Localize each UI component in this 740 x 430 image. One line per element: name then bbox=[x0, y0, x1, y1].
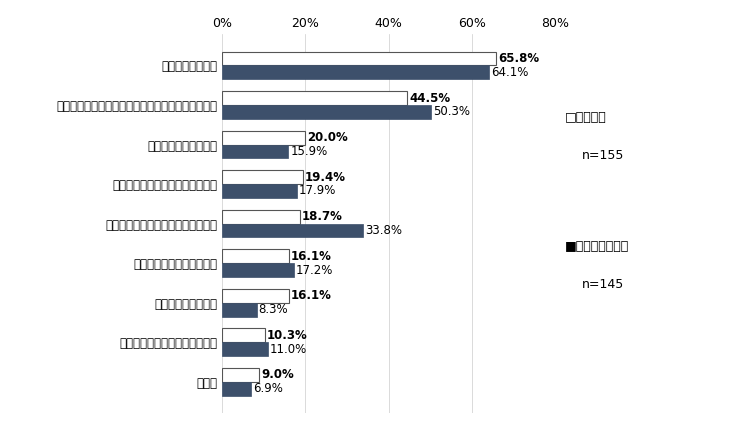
Text: 17.9%: 17.9% bbox=[299, 184, 336, 197]
Bar bbox=[222, 210, 300, 224]
Bar bbox=[222, 224, 363, 237]
Bar bbox=[222, 289, 289, 303]
Text: 15.9%: 15.9% bbox=[290, 145, 328, 158]
Text: 10.3%: 10.3% bbox=[267, 329, 308, 342]
Text: 64.1%: 64.1% bbox=[491, 66, 528, 79]
Bar bbox=[222, 303, 257, 316]
Bar bbox=[222, 263, 294, 277]
Text: 50.3%: 50.3% bbox=[434, 105, 471, 118]
Text: 65.8%: 65.8% bbox=[498, 52, 539, 65]
Text: 11.0%: 11.0% bbox=[270, 343, 307, 356]
Text: 9.0%: 9.0% bbox=[261, 369, 295, 381]
Bar bbox=[222, 342, 268, 356]
Text: 18.7%: 18.7% bbox=[302, 210, 343, 223]
Text: n=145: n=145 bbox=[582, 278, 624, 291]
Text: ■平成３０年調査: ■平成３０年調査 bbox=[565, 240, 629, 253]
Bar bbox=[222, 91, 407, 105]
Text: 16.1%: 16.1% bbox=[291, 289, 332, 302]
Bar bbox=[222, 131, 306, 144]
Bar bbox=[222, 65, 489, 79]
Text: n=155: n=155 bbox=[582, 149, 624, 162]
Text: 44.5%: 44.5% bbox=[409, 92, 451, 104]
Text: 6.9%: 6.9% bbox=[253, 382, 283, 395]
Text: 20.0%: 20.0% bbox=[307, 131, 348, 144]
Text: 16.1%: 16.1% bbox=[291, 250, 332, 263]
Bar bbox=[222, 105, 431, 119]
Bar bbox=[222, 52, 496, 65]
Bar bbox=[222, 170, 303, 184]
Bar bbox=[222, 329, 265, 342]
Text: 19.4%: 19.4% bbox=[305, 171, 346, 184]
Text: □今回調査: □今回調査 bbox=[565, 111, 607, 124]
Bar bbox=[222, 382, 251, 396]
Text: 8.3%: 8.3% bbox=[259, 303, 289, 316]
Bar bbox=[222, 368, 260, 382]
Text: 33.8%: 33.8% bbox=[365, 224, 402, 237]
Bar bbox=[222, 249, 289, 263]
Text: 17.2%: 17.2% bbox=[296, 264, 333, 276]
Bar bbox=[222, 144, 288, 158]
Bar bbox=[222, 184, 297, 198]
